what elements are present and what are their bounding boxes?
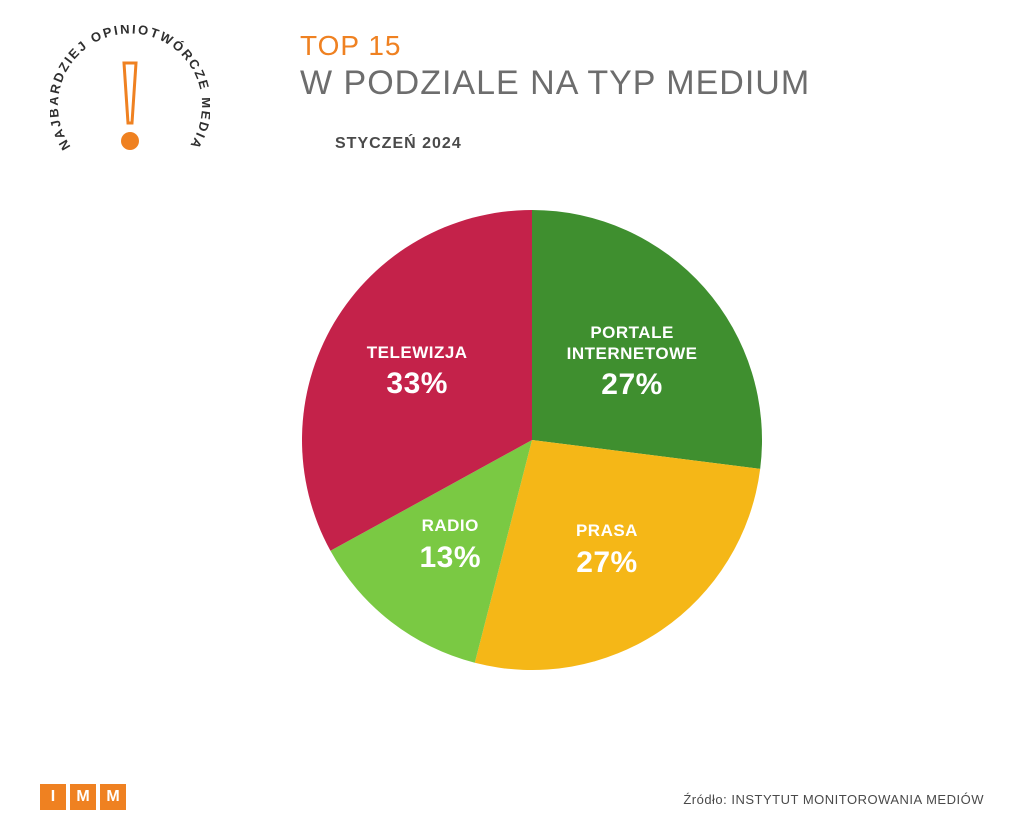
source-line: Źródło: INSTYTUT MONITOROWANIA MEDIÓW [683, 792, 984, 807]
source-text: INSTYTUT MONITOROWANIA MEDIÓW [731, 792, 984, 807]
logo-letter: I [40, 784, 66, 810]
logo-letter: M [100, 784, 126, 810]
pie-chart: PORTALEINTERNETOWE27%PRASA27%RADIO13%TEL… [302, 210, 762, 670]
headline-top: TOP 15 [300, 30, 810, 62]
opinion-badge: NAJBARDZIEJ OPINIOTWÓRCZE MEDIA [50, 25, 210, 185]
pie-slice [532, 210, 762, 469]
headline: TOP 15 W PODZIALE NA TYP MEDIUM [300, 30, 810, 103]
logo-letter: M [70, 784, 96, 810]
exclamation-icon [121, 63, 139, 150]
source-prefix: Źródło: [683, 792, 731, 807]
subtitle-date: STYCZEŃ 2024 [335, 135, 462, 153]
headline-sub: W PODZIALE NA TYP MEDIUM [300, 64, 810, 103]
imm-logo: IMM [40, 784, 126, 810]
